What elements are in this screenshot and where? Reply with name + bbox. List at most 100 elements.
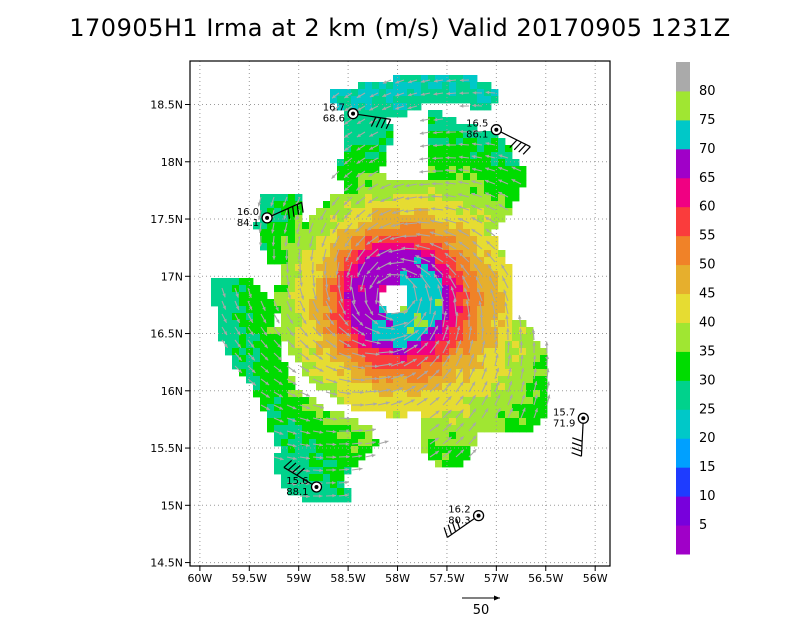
field-cell — [351, 306, 359, 314]
field-cell — [435, 383, 443, 391]
wind-vector-head — [279, 431, 284, 435]
field-cell — [253, 341, 261, 349]
wind-vector-head — [483, 367, 487, 372]
wind-vector-head — [444, 168, 449, 173]
field-cell — [351, 222, 359, 230]
field-cell — [456, 145, 464, 153]
field-cell — [421, 96, 429, 104]
field-cell — [386, 131, 394, 139]
field-cell — [337, 355, 345, 363]
field-cell — [344, 313, 352, 321]
field-cell — [253, 299, 261, 307]
field-cell — [358, 271, 366, 279]
field-cell — [232, 292, 240, 300]
field-cell — [435, 152, 443, 160]
field-cell — [267, 369, 275, 377]
field-cell — [323, 362, 331, 370]
field-cell — [288, 390, 296, 398]
wind-vector-head — [302, 320, 307, 325]
field-cell — [435, 348, 443, 356]
wind-vector-head — [387, 261, 392, 266]
wind-vector-head — [465, 299, 470, 304]
field-cell — [435, 173, 443, 181]
field-cell — [379, 264, 387, 272]
field-cell — [470, 348, 478, 356]
wind-vector-head — [346, 429, 350, 433]
wind-vector-head — [342, 310, 346, 315]
field-cell — [470, 320, 478, 328]
field-cell — [323, 418, 331, 426]
field-cell — [421, 390, 429, 398]
field-cell — [393, 355, 401, 363]
field-cell — [344, 201, 352, 209]
field-cell — [442, 138, 450, 146]
field-cell — [379, 131, 387, 139]
wind-vector-head — [359, 321, 364, 326]
field-cell — [470, 362, 478, 370]
field-cell — [316, 418, 324, 426]
field-cell — [330, 222, 338, 230]
field-cell — [477, 334, 485, 342]
field-cell — [442, 320, 450, 328]
field-cell — [295, 285, 303, 293]
field-cell — [295, 355, 303, 363]
field-cell — [288, 383, 296, 391]
field-cell — [337, 488, 345, 496]
field-cell — [365, 439, 373, 447]
wind-vector-head — [458, 168, 463, 172]
wind-vector-head — [412, 283, 416, 288]
wind-vector-head — [413, 315, 418, 320]
y-tick-label: 17.5N — [150, 213, 183, 226]
field-cell — [351, 271, 359, 279]
field-cell — [400, 306, 408, 314]
obs-barb-flag — [571, 447, 582, 452]
wind-vector-head — [483, 381, 488, 386]
field-cell — [435, 110, 443, 118]
wind-vector-head — [419, 170, 424, 174]
field-cell — [295, 257, 303, 265]
field-cell — [316, 488, 324, 496]
field-cell — [309, 215, 317, 223]
field-cell — [456, 236, 464, 244]
field-cell — [316, 474, 324, 482]
field-cell — [512, 327, 520, 335]
field-cell — [365, 124, 373, 132]
wind-vector-head — [498, 166, 503, 171]
field-cell — [372, 222, 380, 230]
field-cell — [260, 313, 268, 321]
field-cell — [498, 250, 506, 258]
field-cell — [288, 236, 296, 244]
wind-vector-head — [459, 104, 464, 108]
field-cell — [442, 75, 450, 83]
field-cell — [386, 320, 394, 328]
field-cell — [267, 320, 275, 328]
field-cell — [491, 250, 499, 258]
wind-vector-head — [447, 368, 452, 373]
field-cell — [421, 334, 429, 342]
field-cell — [316, 327, 324, 335]
observation-marker: 15.771.9 — [553, 407, 589, 457]
field-cell — [491, 278, 499, 286]
obs-barb-flag — [518, 144, 527, 153]
field-cell — [218, 299, 226, 307]
field-cell — [288, 208, 296, 216]
wind-vector-head — [264, 356, 269, 361]
field-cell — [449, 334, 457, 342]
field-cell — [351, 390, 359, 398]
field-cell — [442, 390, 450, 398]
field-cell — [267, 404, 275, 412]
field-cell — [218, 292, 226, 300]
field-cell — [337, 460, 345, 468]
wind-vector-head — [306, 469, 311, 473]
wind-vector-head — [419, 273, 424, 278]
wind-vector-head — [250, 344, 255, 348]
observation-marker: 15.688.1 — [283, 459, 323, 498]
field-cell — [386, 390, 394, 398]
wind-vector-head — [401, 268, 406, 272]
field-cell — [463, 187, 471, 195]
field-cell — [302, 327, 310, 335]
field-cell — [344, 264, 352, 272]
field-cell — [288, 292, 296, 300]
field-cell — [442, 257, 450, 265]
field-cell — [435, 166, 443, 174]
